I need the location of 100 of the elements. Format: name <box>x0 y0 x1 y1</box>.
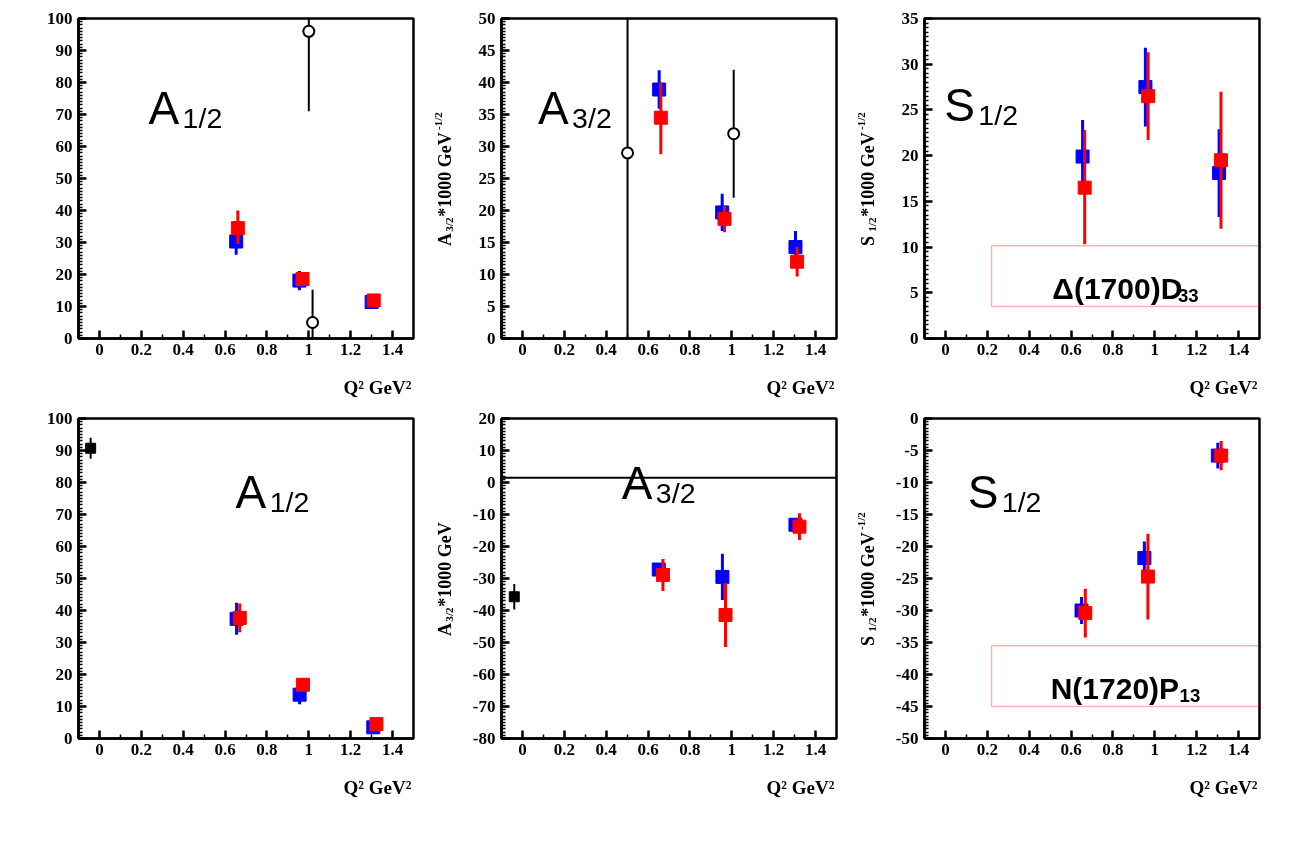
y-tick-label: 40 <box>55 601 73 620</box>
x-axis-title: Q² GeV² <box>1189 777 1258 799</box>
y-tick-label: 0 <box>487 473 496 492</box>
y-tick-label: 80 <box>55 73 73 92</box>
y-tick-label: 45 <box>478 41 496 60</box>
x-tick-label: 1.4 <box>381 739 404 759</box>
y-tick-label: 20 <box>55 665 73 684</box>
y-tick-label: 0 <box>910 409 919 428</box>
y-tick-label: 20 <box>478 201 496 220</box>
x-tick-label: 0.8 <box>679 339 701 359</box>
x-tick-label: 0.4 <box>1018 339 1041 359</box>
x-axis-title: Q² GeV² <box>766 777 835 799</box>
x-tick-label: 0.6 <box>1060 739 1082 759</box>
y-tick-label: 100 <box>47 9 73 28</box>
x-axis-title: Q² GeV² <box>1189 377 1258 399</box>
y-tick-label: -60 <box>472 665 496 684</box>
x-tick-label: 1 <box>304 739 314 759</box>
x-tick-label: 1 <box>1150 339 1160 359</box>
x-tick-label: 1.2 <box>1186 339 1208 359</box>
x-tick-label: 0.4 <box>595 739 618 759</box>
y-tick-label: 100 <box>47 409 73 428</box>
y-tick-label: -70 <box>472 697 496 716</box>
y-tick-label: 10 <box>901 237 919 257</box>
y-tick-label: 15 <box>478 233 496 252</box>
y-tick-label: 10 <box>478 265 496 284</box>
y-tick-label: -20 <box>895 537 919 556</box>
y-tick-label: 60 <box>55 137 73 156</box>
y-tick-label: 20 <box>901 146 919 166</box>
x-tick-label: 0.4 <box>595 339 618 359</box>
y-tick-label: -35 <box>895 633 919 652</box>
x-tick-label: 1.4 <box>1227 339 1250 359</box>
annotation: S1/2 <box>967 466 1042 519</box>
x-tick-label: 0.4 <box>172 339 195 359</box>
x-tick-label: 0.4 <box>1018 739 1041 759</box>
x-tick-label: 1.2 <box>340 339 362 359</box>
y-tick-label: 10 <box>478 441 496 460</box>
x-tick-label: 1 <box>1150 739 1160 759</box>
y-tick-label: 20 <box>478 409 496 428</box>
x-tick-label: 1.2 <box>1186 739 1208 759</box>
y-tick-label: 35 <box>901 9 919 28</box>
y-tick-label: 10 <box>55 297 73 316</box>
y-tick-label: -10 <box>895 473 919 492</box>
y-tick-label: 5 <box>487 297 496 316</box>
x-tick-label: 1.4 <box>804 339 827 359</box>
y-tick-label: 30 <box>901 54 919 74</box>
x-tick-label: 0 <box>941 739 950 759</box>
x-tick-label: 0 <box>941 339 950 359</box>
y-tick-label: 20 <box>55 265 73 284</box>
x-tick-label: 0.8 <box>679 739 701 759</box>
y-tick-label: -50 <box>895 729 919 748</box>
x-tick-label: 1 <box>727 339 737 359</box>
y-tick-label: 35 <box>478 105 496 124</box>
y-tick-label: 25 <box>478 169 496 188</box>
y-tick-label: -30 <box>472 569 496 588</box>
x-tick-label: 1 <box>304 339 314 359</box>
y-tick-label: 10 <box>55 697 73 716</box>
x-tick-label: 1.2 <box>763 739 785 759</box>
y-axis-title: A3/2*1000 GeV-1/2 <box>431 111 456 247</box>
y-tick-label: -40 <box>895 665 919 684</box>
x-tick-label: 0.2 <box>130 339 152 359</box>
x-tick-label: 0.2 <box>130 739 152 759</box>
y-tick-label: 40 <box>55 201 73 220</box>
x-tick-label: 1 <box>727 739 737 759</box>
x-tick-label: 0 <box>518 739 527 759</box>
y-tick-label: -20 <box>472 537 496 556</box>
x-tick-label: 0 <box>95 339 104 359</box>
x-axis-title: Q² GeV² <box>766 377 835 399</box>
x-tick-label: 0.8 <box>1102 739 1124 759</box>
x-tick-label: 0.4 <box>172 739 195 759</box>
y-tick-label: -30 <box>895 601 919 620</box>
y-tick-label: -5 <box>904 441 919 460</box>
x-tick-label: 0.2 <box>976 339 998 359</box>
y-tick-label: 30 <box>478 137 496 156</box>
y-tick-label: 80 <box>55 473 73 492</box>
x-axis-title: Q² GeV² <box>343 377 412 399</box>
y-tick-label: -25 <box>895 569 919 588</box>
y-tick-label: 70 <box>55 505 73 524</box>
y-tick-label: -15 <box>895 505 919 524</box>
y-tick-label: 15 <box>901 191 919 211</box>
annotation: A1/2 <box>148 82 223 135</box>
x-tick-label: 1.4 <box>381 339 404 359</box>
x-tick-label: 0 <box>518 339 527 359</box>
x-tick-label: 0.8 <box>256 339 278 359</box>
annotation: S1/2 <box>944 78 1018 132</box>
y-tick-label: 30 <box>55 633 73 652</box>
x-tick-label: 0.6 <box>214 339 236 359</box>
x-axis-title: Q² GeV² <box>343 777 412 799</box>
annotation: A1/2 <box>235 466 310 519</box>
x-tick-label: 1.4 <box>1227 739 1250 759</box>
y-tick-label: 40 <box>478 73 496 92</box>
y-tick-label: 50 <box>55 569 73 588</box>
y-tick-label: 60 <box>55 537 73 556</box>
x-tick-label: 0.6 <box>637 739 659 759</box>
x-tick-label: 0.2 <box>976 739 998 759</box>
y-tick-label: -40 <box>472 601 496 620</box>
x-tick-label: 0.6 <box>637 339 659 359</box>
y-tick-label: -80 <box>472 729 496 748</box>
x-tick-label: 1.2 <box>340 739 362 759</box>
annotation: N(1720)P13 <box>1050 672 1201 706</box>
annotation: A3/2 <box>538 82 612 135</box>
